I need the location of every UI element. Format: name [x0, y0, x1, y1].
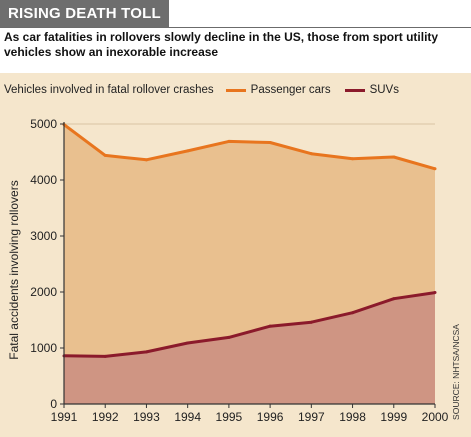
legend-item-suv: SUVs: [344, 84, 399, 96]
x-tick-label: 2000: [422, 410, 449, 424]
passenger-cars-point: [309, 152, 313, 156]
x-tick-label: 1994: [174, 410, 201, 424]
suv-point: [103, 354, 107, 358]
legend: Vehicles involved in fatal rollover cras…: [4, 81, 413, 99]
suv-point: [268, 324, 272, 328]
suv-point: [227, 335, 231, 339]
passenger-cars-point: [186, 149, 190, 153]
x-ticks: 1991 1992 1993 1994 1995 1996 1997 1998 1999 2000: [51, 404, 449, 424]
legend-label-passenger: Passenger cars: [250, 84, 331, 96]
suv-point: [351, 311, 355, 315]
suv-point: [309, 320, 313, 324]
suv-point: [186, 341, 190, 345]
passenger-cars-point: [351, 157, 355, 161]
legend-title: Vehicles involved in fatal rollover cras…: [4, 84, 214, 96]
x-tick-label: 1992: [92, 410, 119, 424]
x-tick-label: 1993: [133, 410, 160, 424]
passenger-cars-point: [268, 140, 272, 144]
passenger-cars-point: [103, 153, 107, 157]
legend-item-passenger: Passenger cars: [225, 84, 331, 96]
passenger-cars-point: [227, 139, 231, 143]
y-tick-label: 2000: [30, 285, 57, 299]
x-tick-label: 1995: [216, 410, 243, 424]
y-axis-label: Fatal accidents involving rollovers: [7, 180, 21, 359]
x-tick-label: 1999: [380, 410, 407, 424]
chart-subtitle: As car fatalities in rollovers slowly de…: [4, 30, 439, 59]
x-tick-label: 1996: [257, 410, 284, 424]
legend-label-suv: SUVs: [369, 84, 399, 96]
suv-area: [64, 292, 435, 404]
passenger-cars-line: [63, 123, 436, 171]
passenger-cars-point: [144, 158, 148, 162]
suv-point: [392, 297, 396, 301]
passenger-cars-point: [392, 155, 396, 159]
y-tick-label: 4000: [30, 173, 57, 187]
y-tick-label: 5000: [30, 117, 57, 131]
y-ticks: 0 1000 2000 3000 4000 5000: [30, 117, 64, 411]
x-tick-label: 1998: [339, 410, 366, 424]
y-tick-label: 3000: [30, 229, 57, 243]
suv-point: [144, 350, 148, 354]
data-points: [62, 123, 437, 358]
y-tick-label: 1000: [30, 341, 57, 355]
x-tick-label: 1997: [298, 410, 325, 424]
x-tick-label: 1991: [51, 410, 78, 424]
passenger-cars-point: [433, 167, 437, 171]
legend-swatch-suv: [344, 88, 365, 92]
y-tick-label: 0: [50, 397, 57, 411]
suv-point: [433, 291, 437, 295]
page-title: RISING DEATH TOLL: [0, 0, 169, 27]
suv-line: [63, 291, 436, 358]
legend-swatch-passenger: [225, 88, 246, 92]
source-note: SOURCE: NHTSA/NCSA: [451, 324, 461, 420]
header-bar: RISING DEATH TOLL: [0, 0, 471, 28]
